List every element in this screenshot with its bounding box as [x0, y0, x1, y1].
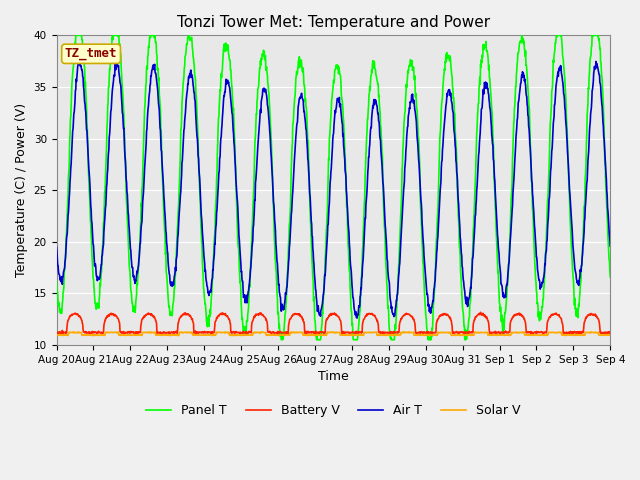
Line: Battery V: Battery V: [56, 312, 611, 334]
Panel T: [420, 278, 428, 284]
Solar V: [420, 332, 428, 338]
Solar V: [401, 329, 408, 335]
Air T: [163, 240, 170, 245]
Battery V: [607, 330, 614, 336]
Panel T: [52, 278, 60, 284]
Battery V: [419, 330, 427, 336]
Air T: [113, 57, 121, 62]
Solar V: [229, 333, 237, 338]
Solar V: [493, 332, 500, 338]
Battery V: [176, 315, 184, 321]
Panel T: [277, 337, 285, 343]
Panel T: [73, 33, 81, 38]
Y-axis label: Temperature (C) / Power (V): Temperature (C) / Power (V): [15, 103, 28, 277]
Line: Solar V: Solar V: [56, 332, 611, 336]
Title: Tonzi Tower Met: Temperature and Power: Tonzi Tower Met: Temperature and Power: [177, 15, 490, 30]
Battery V: [541, 329, 548, 335]
Solar V: [541, 332, 549, 338]
Solar V: [607, 332, 614, 338]
Solar V: [238, 333, 246, 338]
Air T: [353, 315, 361, 321]
Battery V: [238, 330, 246, 336]
Panel T: [163, 271, 170, 277]
Line: Panel T: Panel T: [56, 36, 611, 340]
X-axis label: Time: Time: [318, 370, 349, 383]
Air T: [493, 207, 500, 213]
Air T: [420, 253, 428, 259]
Solar V: [163, 332, 170, 338]
Battery V: [163, 331, 170, 336]
Air T: [52, 244, 60, 250]
Air T: [541, 262, 549, 267]
Solar V: [176, 329, 184, 335]
Panel T: [541, 256, 549, 262]
Air T: [607, 243, 614, 249]
Panel T: [176, 161, 184, 167]
Solar V: [52, 332, 60, 338]
Panel T: [493, 231, 500, 237]
Panel T: [238, 317, 246, 323]
Battery V: [477, 310, 484, 315]
Battery V: [560, 331, 568, 337]
Battery V: [492, 331, 500, 336]
Text: TZ_tmet: TZ_tmet: [65, 48, 117, 60]
Battery V: [52, 331, 60, 336]
Panel T: [607, 274, 614, 280]
Air T: [176, 197, 184, 203]
Legend: Panel T, Battery V, Air T, Solar V: Panel T, Battery V, Air T, Solar V: [141, 399, 525, 422]
Air T: [238, 277, 246, 283]
Line: Air T: Air T: [56, 60, 611, 318]
